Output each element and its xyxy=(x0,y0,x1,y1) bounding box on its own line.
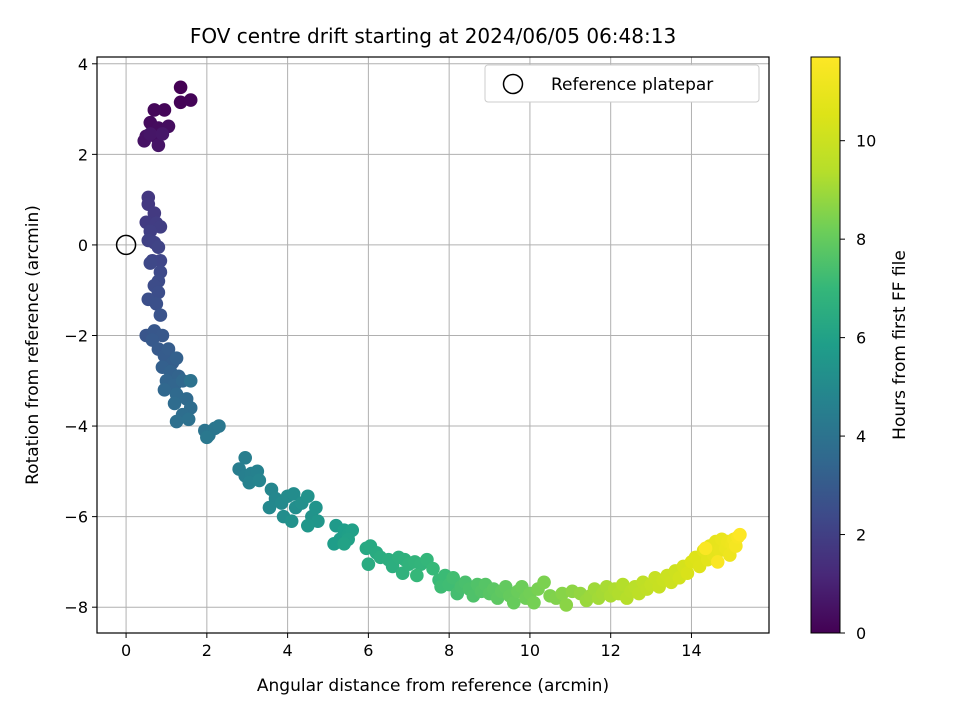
x-tick-label: 10 xyxy=(520,641,540,660)
data-point xyxy=(301,518,315,533)
legend-marker-circle-icon xyxy=(502,73,524,95)
y-tick-label: 0 xyxy=(78,236,88,255)
y-tick-label: −4 xyxy=(64,417,88,436)
data-point xyxy=(183,373,198,388)
y-tick-label: −8 xyxy=(64,598,88,617)
colorbar-tick-label: 10 xyxy=(856,132,876,151)
y-tick-label: 2 xyxy=(78,145,88,164)
data-point xyxy=(680,566,695,581)
data-point xyxy=(143,256,158,270)
data-point xyxy=(286,487,301,501)
data-point xyxy=(151,285,166,300)
data-point xyxy=(733,527,747,542)
plot-frame xyxy=(96,56,770,634)
x-axis-label: Angular distance from reference (arcmin) xyxy=(257,676,609,696)
colorbar-tick-label: 4 xyxy=(856,427,866,446)
legend: Reference platepar xyxy=(484,64,760,103)
colorbar-tick-label: 8 xyxy=(856,230,866,249)
data-point xyxy=(161,342,176,356)
colorbar-tick-label: 0 xyxy=(856,624,866,643)
y-axis-ticks: −8 −6 −4 −2 0 2 4 xyxy=(64,55,97,617)
data-point xyxy=(181,412,196,427)
legend-label: Reference platepar xyxy=(551,75,713,95)
data-point xyxy=(169,414,184,429)
colorbar xyxy=(810,56,841,634)
x-tick-label: 0 xyxy=(121,641,131,660)
data-point xyxy=(151,240,166,254)
x-tick-label: 8 xyxy=(444,641,454,660)
data-point xyxy=(200,430,214,445)
data-point xyxy=(262,500,277,515)
data-point xyxy=(537,575,551,590)
data-point xyxy=(410,568,424,583)
data-point xyxy=(157,383,172,397)
colorbar-ticks: 0 2 4 6 8 10 xyxy=(840,132,876,643)
data-point xyxy=(157,103,172,117)
data-point xyxy=(183,93,198,107)
data-point xyxy=(710,555,725,569)
x-tick-label: 14 xyxy=(681,641,701,660)
data-point xyxy=(284,514,299,528)
data-point xyxy=(147,103,162,117)
data-point xyxy=(238,450,253,465)
data-point xyxy=(301,489,315,504)
data-point xyxy=(337,536,351,551)
colorbar-label: Hours from first FF file xyxy=(890,250,910,440)
x-tick-label: 2 xyxy=(202,641,212,660)
y-axis-label: Rotation from reference (arcmin) xyxy=(23,205,43,485)
data-point xyxy=(169,351,184,365)
y-tick-label: 4 xyxy=(78,55,88,74)
data-point xyxy=(361,557,376,571)
data-point xyxy=(698,541,713,556)
data-point xyxy=(167,396,182,411)
data-point xyxy=(309,500,323,515)
x-tick-label: 6 xyxy=(363,641,373,660)
reference-marker xyxy=(115,234,137,256)
data-point xyxy=(155,127,170,141)
x-tick-label: 12 xyxy=(601,641,621,660)
x-axis-ticks: 0 2 4 6 8 10 12 14 xyxy=(121,633,702,660)
data-point xyxy=(212,419,226,433)
data-point xyxy=(506,595,521,610)
grid-lines xyxy=(97,57,769,633)
data-point xyxy=(143,127,158,141)
data-points xyxy=(137,80,747,612)
data-point xyxy=(327,536,341,551)
y-tick-label: −2 xyxy=(64,326,88,345)
data-point xyxy=(559,598,574,612)
legend-box xyxy=(484,64,760,103)
chart-title: FOV centre drift starting at 2024/06/05 … xyxy=(190,24,676,48)
colorbar-tick-label: 6 xyxy=(856,329,866,348)
y-tick-label: −6 xyxy=(64,508,88,527)
reference-platepar-circle-icon xyxy=(115,234,137,256)
data-point xyxy=(527,595,541,610)
data-point xyxy=(149,296,164,311)
data-point xyxy=(173,80,188,95)
data-point xyxy=(252,473,267,488)
x-tick-label: 4 xyxy=(283,641,293,660)
data-point xyxy=(446,570,460,585)
colorbar-tick-label: 2 xyxy=(856,526,866,545)
data-point xyxy=(153,308,168,322)
data-point xyxy=(151,138,166,153)
data-point xyxy=(426,561,440,576)
